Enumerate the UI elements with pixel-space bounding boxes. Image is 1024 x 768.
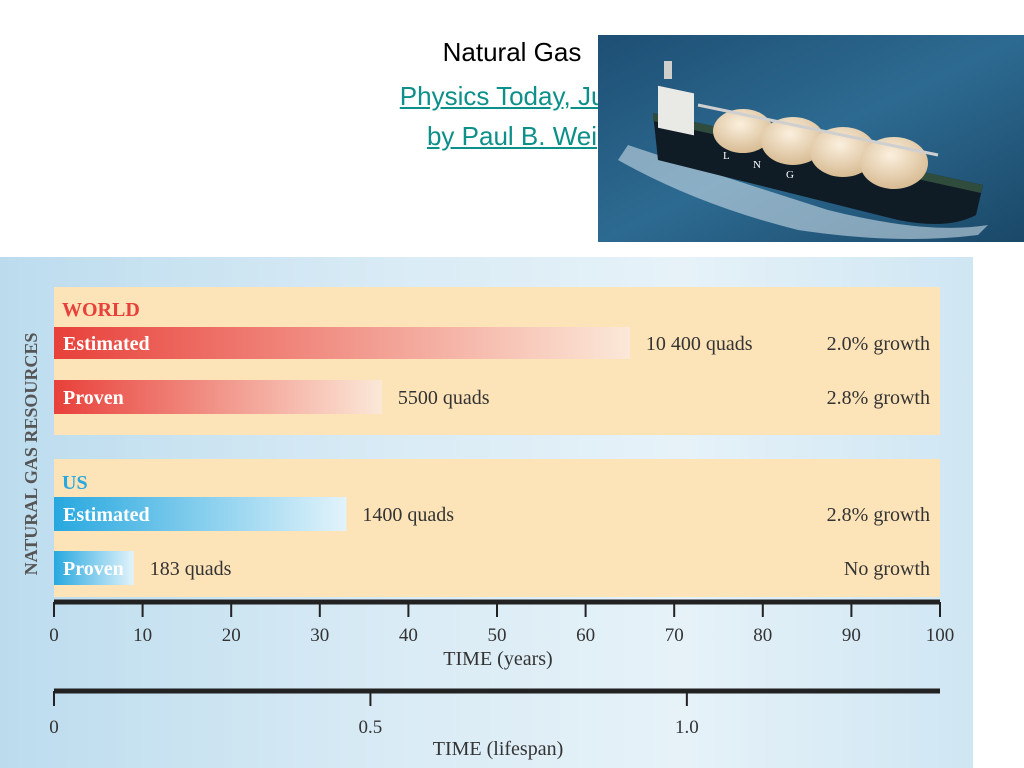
- bar-amount-world-proven: 5500 quads: [398, 387, 490, 409]
- bar-amount-us-estimated: 1400 quads: [362, 504, 454, 526]
- y-axis-label: NATURAL GAS RESOURCES: [21, 333, 41, 576]
- ship-illustration: L N G: [598, 35, 1024, 242]
- x-tick-label-60: 60: [576, 625, 595, 646]
- bar-us-proven: [54, 551, 134, 585]
- lng-tanker-ship-photo: L N G: [598, 35, 1024, 242]
- hull-letter-g: G: [786, 169, 794, 181]
- x2-tick-label-0.5: 0.5: [359, 717, 383, 738]
- author-line: by Paul B. Wei: [0, 120, 1024, 152]
- bar-growth-world-estimated: 2.0% growth: [827, 333, 930, 355]
- x-tick-label-70: 70: [665, 625, 684, 646]
- x2-tick-label-1.0: 1.0: [675, 717, 699, 738]
- bar-us-estimated: [54, 497, 347, 531]
- bar-label-world-proven: Proven: [63, 387, 124, 409]
- hull-letter-n: N: [753, 159, 761, 171]
- x-tick-label-90: 90: [842, 625, 861, 646]
- chart-panel: NATURAL GAS RESOURCES WORLD Estimated 10 40…: [0, 257, 973, 768]
- group-label-us: US: [62, 472, 88, 494]
- bar-growth-world-proven: 2.8% growth: [827, 387, 930, 409]
- bar-label-world-estimated: Estimated: [63, 333, 150, 355]
- author-link[interactable]: by Paul B. Wei: [426, 121, 598, 151]
- reference-link[interactable]: Physics Today, July: [399, 81, 625, 111]
- natural-gas-chart: NATURAL GAS RESOURCES WORLD Estimated 10 40…: [21, 287, 955, 760]
- bar-amount-us-proven: 183 quads: [150, 558, 232, 580]
- x-axis-label-years: TIME (years): [443, 648, 552, 670]
- hull-letter-l: L: [723, 150, 730, 162]
- bar-label-us-proven: Proven: [63, 558, 124, 580]
- group-label-world: WORLD: [62, 299, 140, 321]
- x-tick-label-50: 50: [488, 625, 507, 646]
- bar-world-estimated: [54, 327, 630, 359]
- bar-label-us-estimated: Estimated: [63, 504, 150, 526]
- bar-amount-world-estimated: 10 400 quads: [646, 333, 753, 355]
- x-tick-label-30: 30: [310, 625, 329, 646]
- x-tick-label-80: 80: [753, 625, 772, 646]
- x2-tick-label-0: 0: [49, 717, 59, 738]
- reference-line: Physics Today, July: [0, 80, 1024, 112]
- x-axis-label-lifespan: TIME (lifespan): [433, 738, 564, 760]
- x-tick-label-0: 0: [49, 625, 59, 646]
- bar-growth-us-estimated: 2.8% growth: [827, 504, 930, 526]
- x-tick-label-10: 10: [133, 625, 152, 646]
- bar-growth-us-proven: No growth: [844, 558, 930, 580]
- x-tick-label-100: 100: [926, 625, 955, 646]
- bar-world-proven: [54, 380, 382, 414]
- x-tick-label-20: 20: [222, 625, 241, 646]
- slide-title: Natural Gas: [442, 37, 582, 67]
- x-tick-label-40: 40: [399, 625, 418, 646]
